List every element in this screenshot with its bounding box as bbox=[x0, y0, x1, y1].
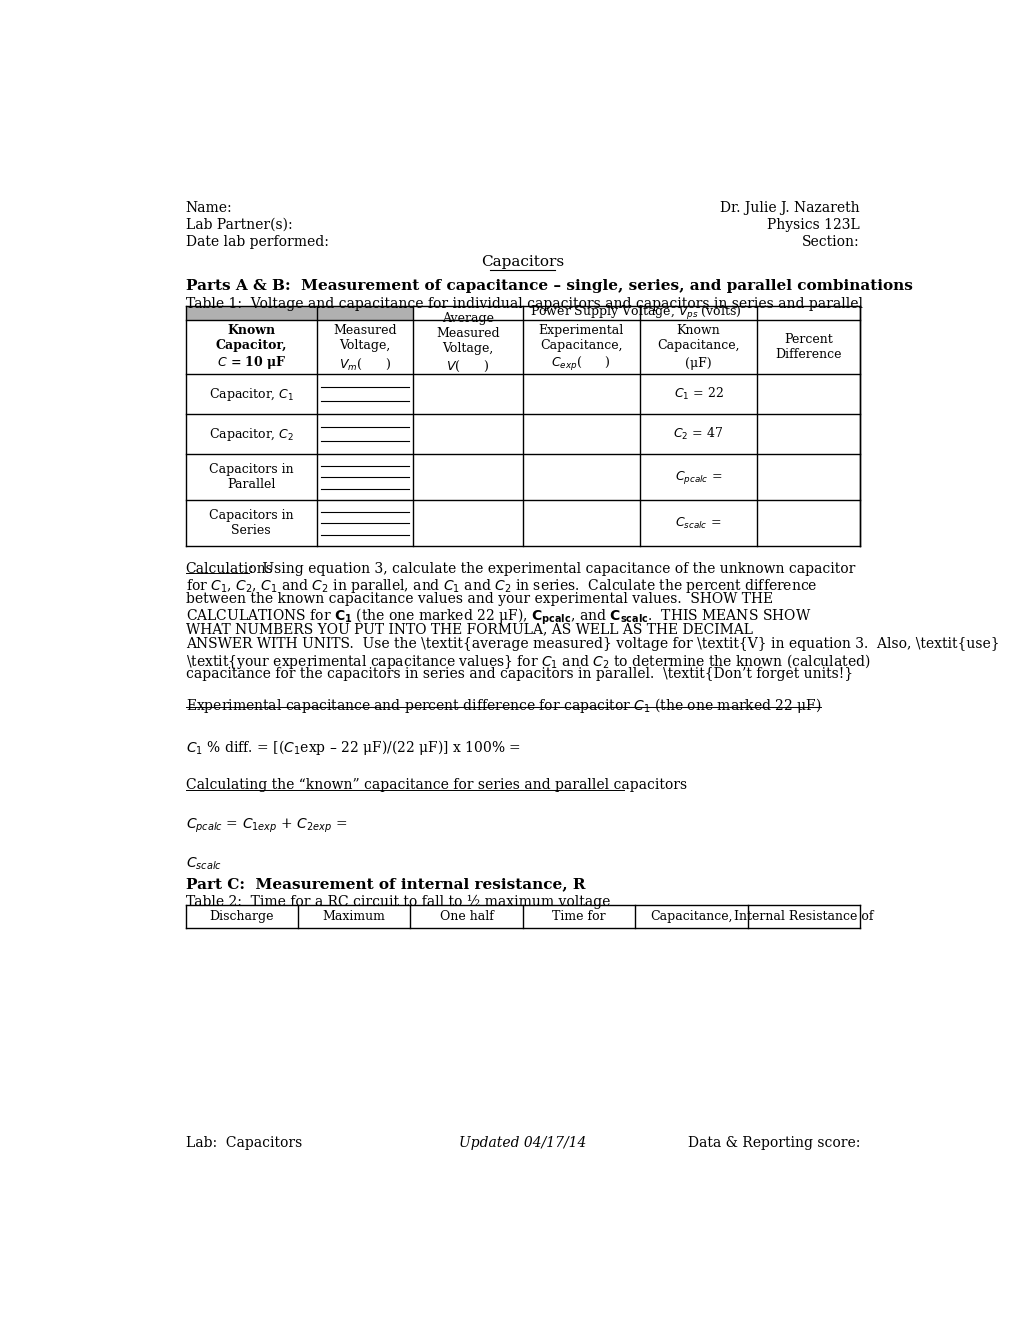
Text: Table 2:  Time for a RC circuit to fall to ½ maximum voltage: Table 2: Time for a RC circuit to fall t… bbox=[185, 895, 609, 909]
Text: Lab Partner(s):: Lab Partner(s): bbox=[185, 218, 292, 232]
Text: Capacitance,: Capacitance, bbox=[649, 909, 732, 923]
Text: for $C_1$, $C_2$, $C_1$ and $C_2$ in parallel, and $C_1$ and $C_2$ in series.  C: for $C_1$, $C_2$, $C_1$ and $C_2$ in par… bbox=[185, 577, 816, 595]
Text: $C_{exp}$(      ): $C_{exp}$( ) bbox=[551, 355, 610, 374]
Text: Power Supply Voltage, $V_{ps}$ (volts): Power Supply Voltage, $V_{ps}$ (volts) bbox=[530, 304, 742, 322]
Text: $C_1$ = 22: $C_1$ = 22 bbox=[673, 385, 722, 403]
Text: Section:: Section: bbox=[802, 235, 859, 248]
Text: Measured
Voltage,: Measured Voltage, bbox=[332, 323, 396, 352]
Text: Known
Capacitance,: Known Capacitance, bbox=[656, 323, 739, 352]
Text: between the known capacitance values and your experimental values.  SHOW THE: between the known capacitance values and… bbox=[185, 591, 772, 606]
Text: (μF): (μF) bbox=[685, 358, 711, 371]
Text: Updated 04/17/14: Updated 04/17/14 bbox=[459, 1137, 586, 1150]
Text: Lab:  Capacitors: Lab: Capacitors bbox=[185, 1137, 302, 1150]
Text: Experimental capacitance and percent difference for capacitor $C_1$ (the one mar: Experimental capacitance and percent dif… bbox=[185, 696, 820, 715]
Text: Capacitors in
Series: Capacitors in Series bbox=[209, 510, 293, 537]
Text: Experimental
Capacitance,: Experimental Capacitance, bbox=[538, 323, 624, 352]
Text: Discharge: Discharge bbox=[209, 909, 274, 923]
Text: Capacitors in
Parallel: Capacitors in Parallel bbox=[209, 463, 293, 491]
Text: Maximum: Maximum bbox=[322, 909, 385, 923]
Text: \textit{your experimental capacitance values} for $C_1$ and $C_2$ to determine t: \textit{your experimental capacitance va… bbox=[185, 652, 869, 671]
Text: One half: One half bbox=[439, 909, 493, 923]
Text: Capacitor, $C_2$: Capacitor, $C_2$ bbox=[209, 425, 293, 442]
Text: Dr. Julie J. Nazareth: Dr. Julie J. Nazareth bbox=[719, 201, 859, 215]
Text: $C_{pcalc}$ =: $C_{pcalc}$ = bbox=[675, 469, 721, 486]
Bar bbox=[185, 306, 317, 321]
Text: Date lab performed:: Date lab performed: bbox=[185, 235, 328, 248]
Text: $C_{scalc}$: $C_{scalc}$ bbox=[185, 855, 221, 871]
Text: Table 1:  Voltage and capacitance for individual capacitors and capacitors in se: Table 1: Voltage and capacitance for ind… bbox=[185, 297, 862, 312]
Text: ANSWER WITH UNITS.  Use the \textit{average measured} voltage for \textit{V} in : ANSWER WITH UNITS. Use the \textit{avera… bbox=[185, 638, 999, 651]
Text: Part C:  Measurement of internal resistance, R: Part C: Measurement of internal resistan… bbox=[185, 876, 585, 891]
Text: Time for: Time for bbox=[551, 909, 605, 923]
Text: Calculations: Calculations bbox=[185, 562, 273, 576]
Text: Known
Capacitor,: Known Capacitor, bbox=[215, 323, 286, 352]
Text: $V$(      ): $V$( ) bbox=[445, 359, 489, 374]
Text: CALCULATIONS for $\mathbf{C_1}$ (the one marked 22 μF), $\mathbf{C_{pcalc}}$, an: CALCULATIONS for $\mathbf{C_1}$ (the one… bbox=[185, 607, 810, 627]
Text: capacitance for the capacitors in series and capacitors in parallel.  \textit{Do: capacitance for the capacitors in series… bbox=[185, 667, 852, 681]
Text: Parts A & B:  Measurement of capacitance – single, series, and parallel combinat: Parts A & B: Measurement of capacitance … bbox=[185, 279, 912, 293]
Text: Name:: Name: bbox=[185, 201, 232, 215]
Text: Percent
Difference: Percent Difference bbox=[774, 333, 841, 362]
Text: :  Using equation 3, calculate the experimental capacitance of the unknown capac: : Using equation 3, calculate the experi… bbox=[249, 562, 855, 576]
Text: Data & Reporting score:: Data & Reporting score: bbox=[687, 1137, 859, 1150]
Text: Average
Measured
Voltage,: Average Measured Voltage, bbox=[435, 312, 499, 355]
Text: $C_2$ = 47: $C_2$ = 47 bbox=[673, 426, 722, 442]
Text: $C$ = 10 μF: $C$ = 10 μF bbox=[216, 354, 285, 371]
Text: Internal Resistance of: Internal Resistance of bbox=[734, 909, 872, 923]
Text: Capacitor, $C_1$: Capacitor, $C_1$ bbox=[208, 385, 293, 403]
Text: Capacitors: Capacitors bbox=[481, 256, 564, 269]
Text: WHAT NUMBERS YOU PUT INTO THE FORMULA, AS WELL AS THE DECIMAL: WHAT NUMBERS YOU PUT INTO THE FORMULA, A… bbox=[185, 622, 752, 636]
Text: Calculating the “known” capacitance for series and parallel capacitors: Calculating the “known” capacitance for … bbox=[185, 779, 686, 792]
Text: Physics 123L: Physics 123L bbox=[766, 218, 859, 232]
Text: $C_{scalc}$ =: $C_{scalc}$ = bbox=[675, 516, 720, 531]
Text: $C_{pcalc}$ = $C_{1exp}$ + $C_{2exp}$ =: $C_{pcalc}$ = $C_{1exp}$ + $C_{2exp}$ = bbox=[185, 817, 346, 836]
Text: $C_1$ % diff. = [($C_1$exp – 22 μF)/(22 μF)] x 100% =: $C_1$ % diff. = [($C_1$exp – 22 μF)/(22 … bbox=[185, 738, 521, 758]
Text: $V_m$(      ): $V_m$( ) bbox=[338, 356, 390, 372]
Bar bbox=[317, 306, 413, 321]
